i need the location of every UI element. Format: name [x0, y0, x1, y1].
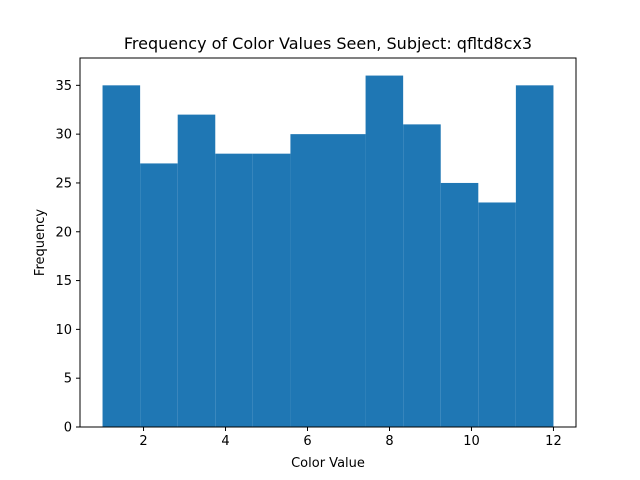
- histogram-bar: [177, 114, 216, 427]
- histogram-bar: [102, 85, 141, 427]
- y-axis: 0 5 10 15 20 25 30 35: [55, 79, 80, 436]
- y-tick-label: 20: [55, 225, 72, 240]
- histogram-bar: [140, 163, 178, 427]
- y-tick-label: 10: [55, 323, 72, 338]
- histogram-bar: [290, 134, 328, 427]
- histogram-bar: [478, 202, 516, 427]
- x-axis: 2 4 6 8 10 12: [139, 427, 562, 449]
- y-tick-label: 35: [55, 79, 72, 94]
- histogram-bar: [215, 153, 253, 427]
- chart-title: Frequency of Color Values Seen, Subject:…: [124, 34, 532, 53]
- histogram-bar: [365, 75, 404, 428]
- x-tick-label: 2: [139, 434, 147, 449]
- x-tick-label: 8: [385, 434, 393, 449]
- y-tick-label: 5: [64, 372, 72, 387]
- plot-frame: [79, 57, 577, 428]
- histogram-bar: [403, 124, 441, 427]
- y-tick-label: 25: [55, 176, 72, 191]
- bars-group: [102, 75, 554, 428]
- x-tick-label: 6: [303, 434, 311, 449]
- x-tick-label: 10: [463, 434, 480, 449]
- y-tick-label: 0: [64, 421, 72, 436]
- x-tick-label: 4: [221, 434, 229, 449]
- y-axis-label: Frequency: [33, 209, 48, 276]
- histogram-bar: [252, 153, 291, 427]
- histogram-bar: [440, 182, 479, 427]
- x-axis-label: Color Value: [291, 456, 365, 471]
- y-tick-label: 30: [55, 128, 72, 143]
- x-tick-label: 12: [545, 434, 562, 449]
- histogram-bar: [515, 85, 554, 427]
- y-tick-label: 15: [55, 274, 72, 289]
- histogram-bar: [328, 134, 366, 427]
